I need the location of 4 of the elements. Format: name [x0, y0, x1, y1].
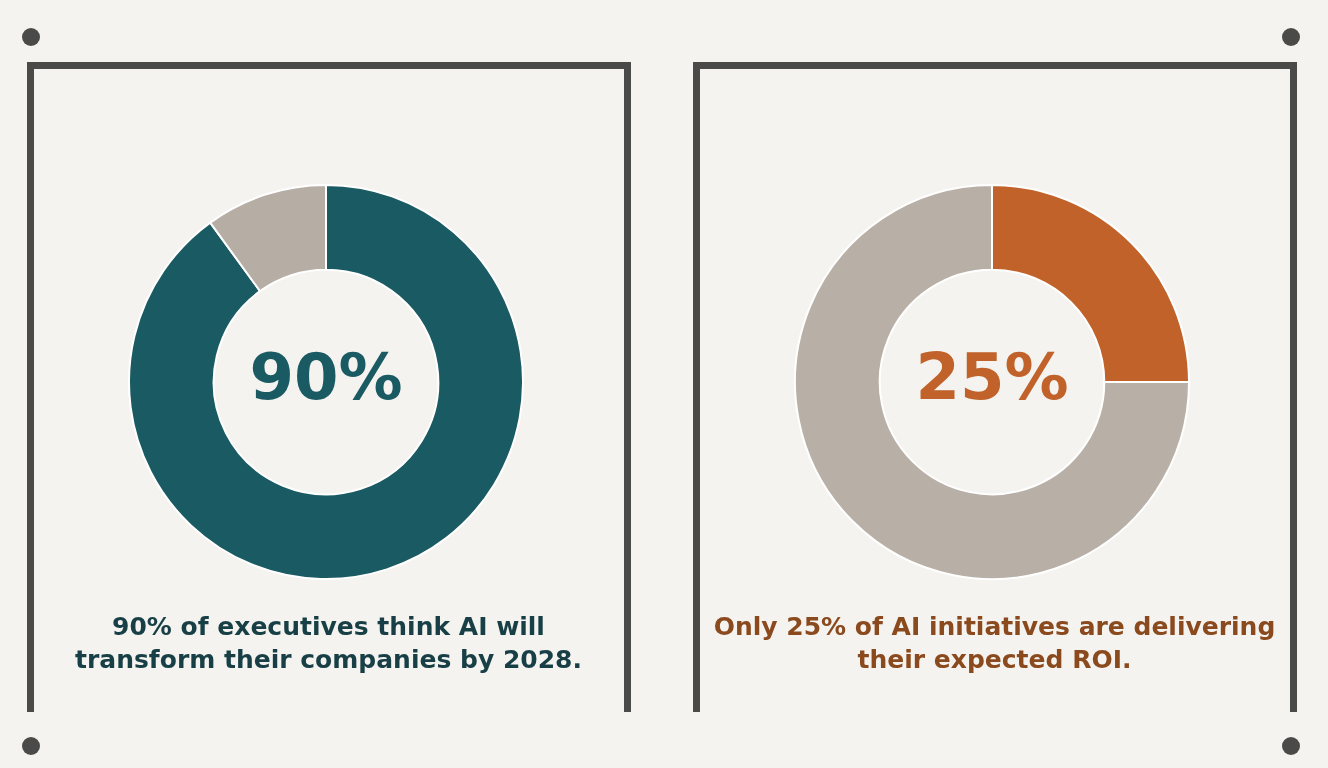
- data-label: 25%: [915, 339, 1069, 414]
- data-label: 90%: [249, 339, 403, 414]
- text: Only 25% of AI initiatives are delivering their expected ROI.: [713, 611, 1276, 676]
- text: 90% of executives think AI will transform their companies by 2028.: [74, 611, 583, 676]
